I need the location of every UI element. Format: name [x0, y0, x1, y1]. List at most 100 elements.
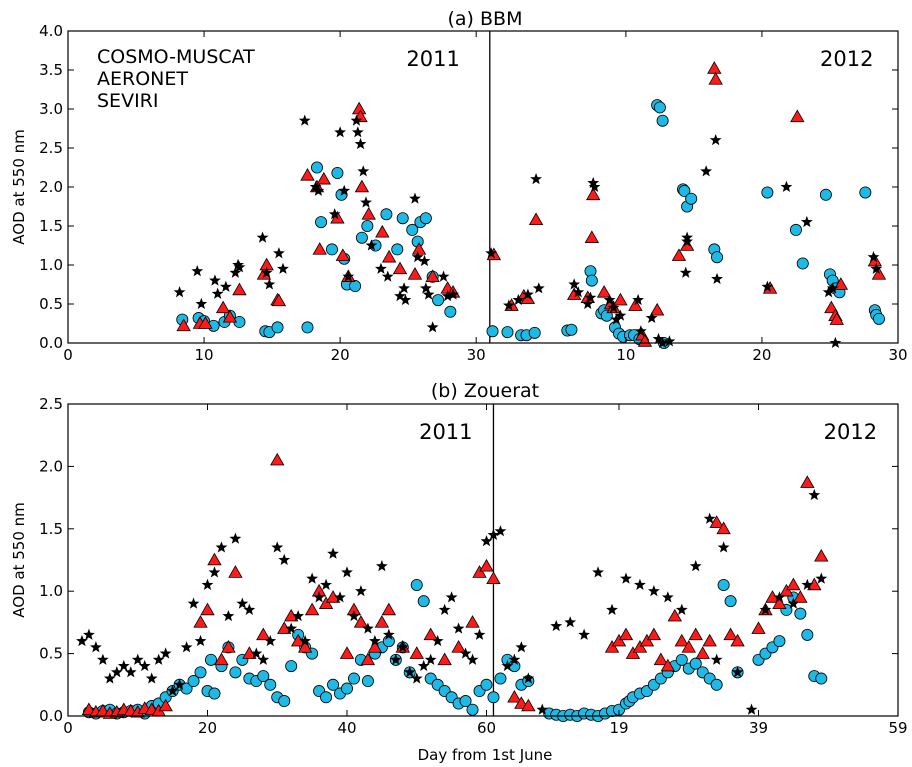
data-point-cosmo-muscat — [494, 672, 507, 685]
panel-a-ytick-label: 2.5 — [39, 139, 63, 157]
panel-b-xtick-label: 20 — [198, 719, 217, 737]
data-point-seviri — [603, 293, 616, 306]
data-point-seviri — [424, 653, 437, 665]
data-point-cosmo-muscat — [361, 219, 374, 232]
data-point-aeronet — [618, 627, 634, 641]
data-point-seviri — [418, 254, 431, 267]
data-point-seviri — [138, 659, 151, 672]
panel-b-xtick-label: 0 — [63, 719, 73, 737]
data-point-seviri — [550, 619, 563, 632]
data-point-seviri — [232, 258, 244, 271]
data-point-cosmo-muscat — [355, 231, 368, 244]
data-point-aeronet — [507, 689, 522, 703]
data-point-aeronet — [256, 627, 271, 641]
data-point-aeronet — [639, 633, 655, 647]
data-point-seviri — [229, 266, 242, 278]
data-point-seviri — [808, 488, 821, 501]
data-point-aeronet — [215, 300, 231, 314]
data-point-seviri — [634, 325, 647, 337]
data-point-cosmo-muscat — [459, 695, 472, 708]
data-point-aeronet — [214, 652, 229, 666]
data-point-aeronet — [425, 269, 440, 282]
panel-a-xtick-label: 10 — [195, 346, 214, 364]
data-point-seviri — [422, 288, 435, 300]
panel-a-series-cosmo-muscat — [176, 99, 885, 349]
data-point-cosmo-muscat — [565, 323, 578, 336]
data-point-seviri — [532, 282, 545, 294]
data-point-seviri — [508, 653, 521, 665]
data-point-cosmo-muscat — [444, 305, 457, 318]
data-point-seviri — [822, 286, 835, 298]
data-point-seviri — [360, 196, 372, 208]
panel-a-xtick-label: 0 — [63, 346, 73, 364]
data-point-seviri — [800, 215, 813, 228]
data-point-seviri — [277, 262, 289, 274]
data-point-seviri — [354, 137, 367, 150]
data-point-seviri — [243, 603, 256, 615]
data-point-cosmo-muscat — [406, 223, 419, 236]
data-point-seviri — [351, 126, 364, 138]
data-point-aeronet — [423, 627, 438, 641]
data-point-aeronet — [207, 552, 222, 566]
data-point-seviri — [215, 541, 228, 553]
data-point-seviri — [327, 547, 339, 559]
data-point-cosmo-muscat — [675, 653, 688, 666]
panel-a-plot-area: 0.0 0.5 1.0 1.5 2.0 2.5 3.0 3.5 4.0 0 10 20 30 10 20 30 — [39, 22, 907, 364]
data-point-seviri — [312, 184, 325, 196]
panel-a-ytick-label: 4.0 — [39, 22, 63, 40]
panel-a-title: (a) BBM — [448, 8, 523, 30]
data-point-seviri — [512, 293, 525, 306]
data-point-cosmo-muscat — [796, 257, 809, 270]
data-point-aeronet — [695, 646, 710, 659]
data-point-aeronet — [604, 640, 620, 653]
data-point-aeronet — [375, 224, 390, 238]
data-point-seviri — [530, 173, 542, 185]
data-point-seviri — [502, 299, 515, 311]
data-point-aeronet — [632, 640, 648, 653]
data-point-aeronet — [649, 302, 665, 316]
panel-a-series-aeronet — [176, 61, 887, 347]
data-point-aeronet — [625, 646, 641, 659]
panel-a-ylabel: AOD at 550 nm — [10, 129, 28, 244]
data-point-cosmo-muscat — [819, 188, 832, 201]
data-point-seviri — [368, 634, 381, 647]
data-point-cosmo-muscat — [194, 666, 207, 679]
data-point-aeronet — [300, 167, 315, 181]
data-point-seviri — [201, 578, 214, 590]
data-point-aeronet — [465, 615, 480, 628]
x-axis-label: Day from 1st June — [418, 746, 553, 764]
data-point-aeronet — [793, 590, 808, 603]
data-point-seviri — [222, 609, 235, 622]
data-point-seviri — [761, 280, 774, 292]
data-point-aeronet — [232, 282, 247, 296]
data-point-seviri — [710, 653, 723, 665]
data-point-seviri — [607, 301, 620, 313]
data-point-aeronet — [374, 615, 390, 628]
data-point-seviri — [870, 262, 883, 274]
data-point-cosmo-muscat — [278, 695, 291, 708]
data-point-aeronet — [312, 242, 327, 255]
data-point-aeronet — [660, 658, 676, 672]
data-point-cosmo-muscat — [285, 660, 298, 673]
data-point-seviri — [394, 290, 406, 302]
data-point-seviri — [675, 603, 688, 615]
panel-a-ytick-label: 0.5 — [39, 295, 63, 313]
panel-b-title: (b) Zouerat — [431, 380, 539, 402]
data-point-aeronet — [198, 316, 213, 329]
data-point-seviri — [459, 647, 472, 659]
data-point-seviri — [826, 282, 839, 294]
data-point-cosmo-muscat — [361, 675, 374, 688]
data-point-seviri — [313, 591, 325, 603]
panel-b-ytick-label: 0.5 — [39, 645, 63, 663]
data-point-seviri — [564, 616, 577, 628]
data-point-aeronet — [381, 249, 397, 263]
data-point-cosmo-muscat — [501, 326, 514, 339]
data-point-aeronet — [772, 596, 787, 609]
data-point-aeronet — [707, 61, 722, 74]
data-point-aeronet — [486, 571, 501, 584]
data-point-aeronet — [381, 602, 397, 616]
data-point-cosmo-muscat — [271, 321, 284, 334]
data-point-aeronet — [411, 242, 427, 255]
data-point-aeronet — [521, 698, 536, 712]
